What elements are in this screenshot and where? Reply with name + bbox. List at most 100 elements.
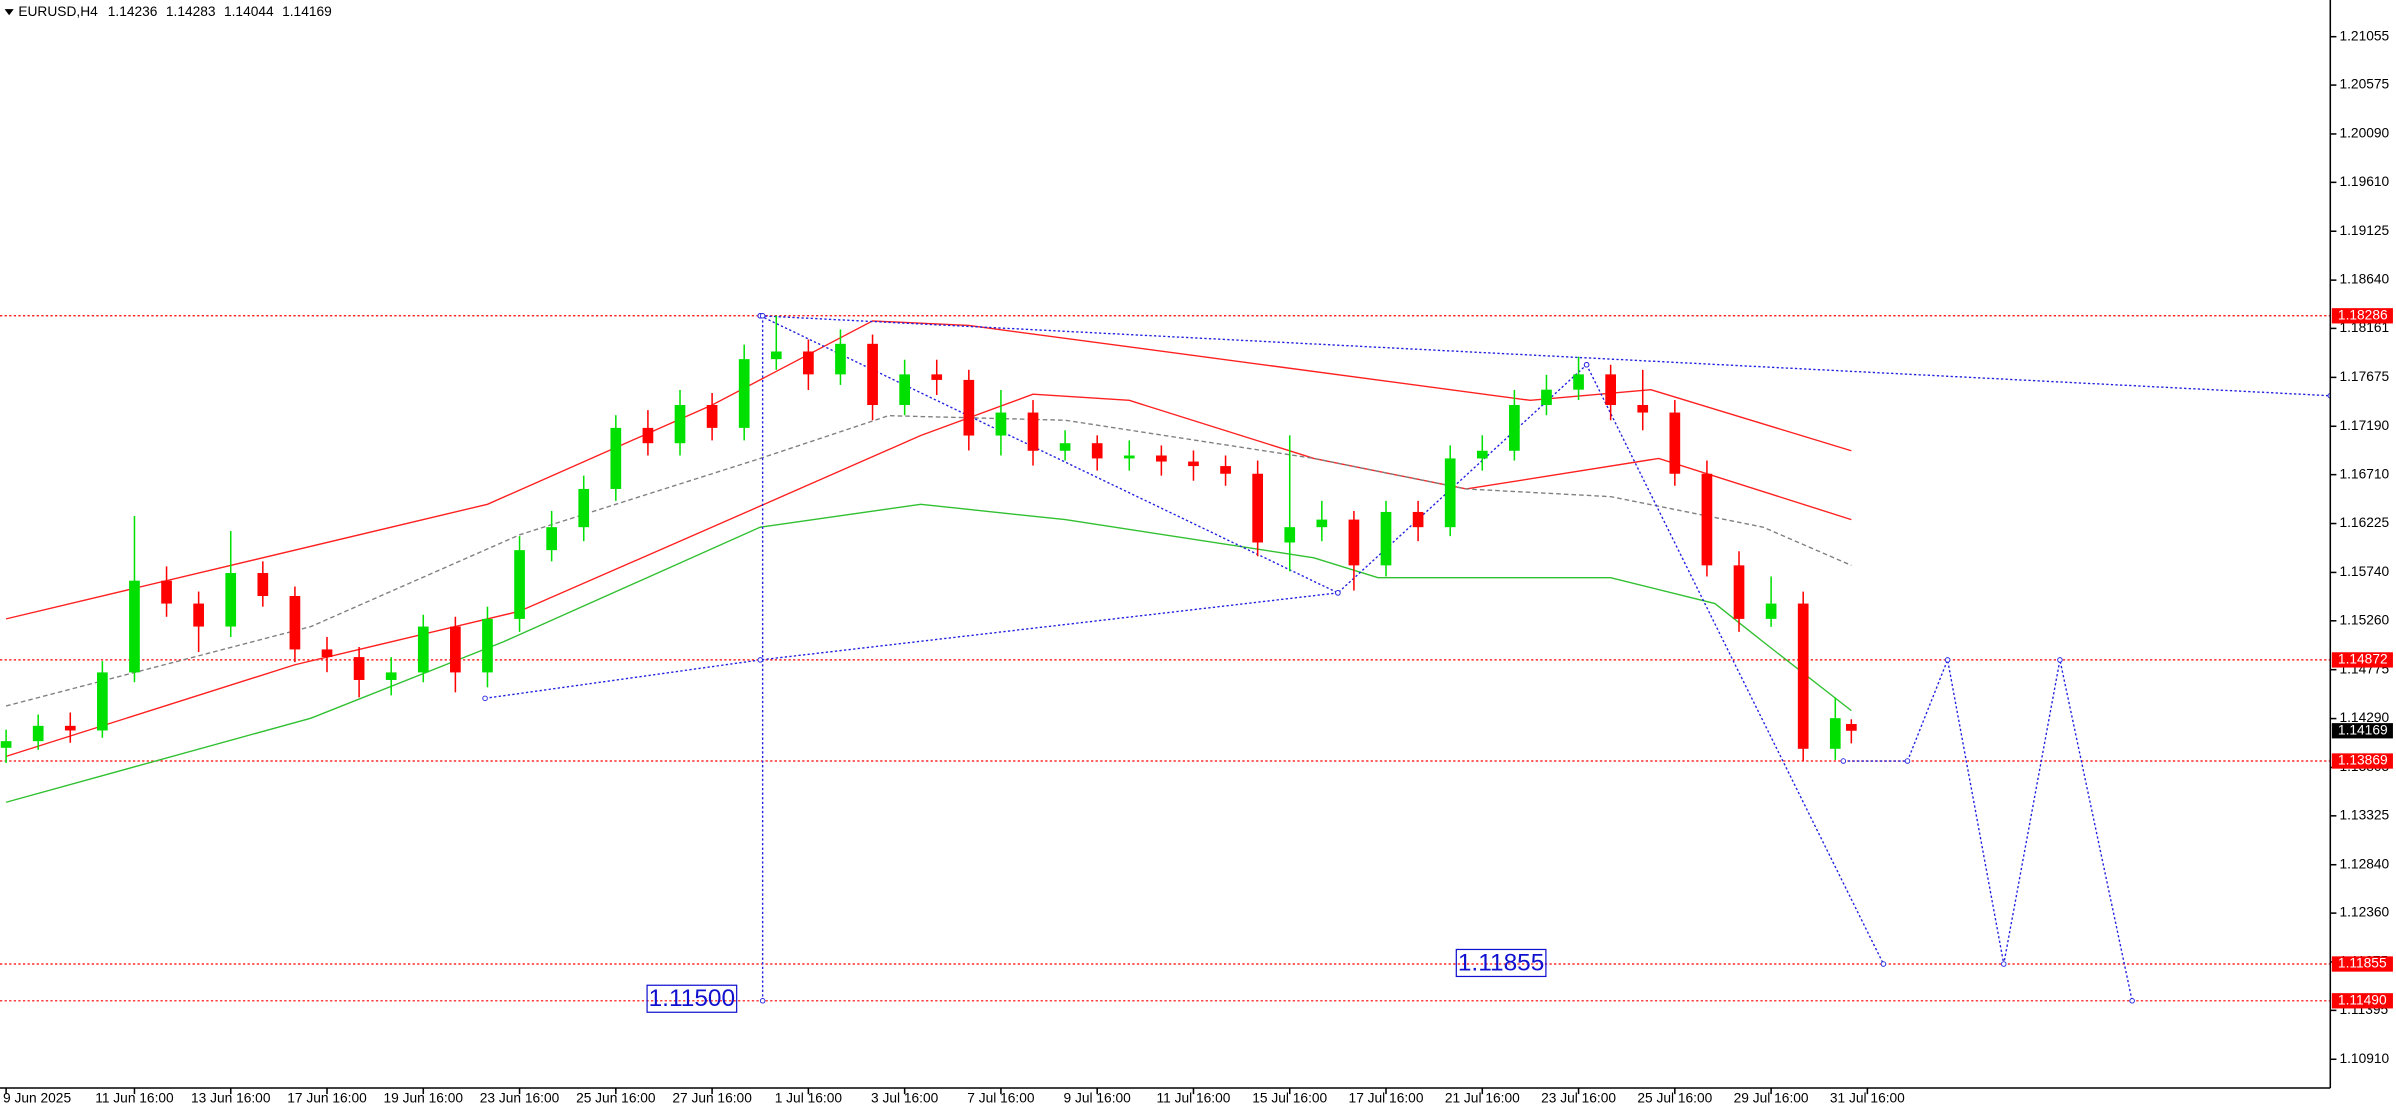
x-tick-label: 31 Jul 16:00 — [1830, 1090, 1905, 1105]
candle-body — [1316, 519, 1328, 528]
candle-body — [64, 725, 76, 731]
candle-body — [1188, 461, 1199, 467]
x-tick-label: 25 Jun 16:00 — [576, 1090, 656, 1105]
x-tick-label: 17 Jul 16:00 — [1349, 1090, 1424, 1105]
candle-body — [257, 573, 269, 597]
candle-body — [1573, 374, 1584, 390]
level-label: 1.11490 — [2338, 992, 2387, 1007]
vertex-marker — [759, 313, 766, 319]
candle-body — [193, 603, 204, 627]
chart-header: EURUSD,H4 1.14236 1.14283 1.14044 1.1416… — [18, 4, 331, 19]
level-label-box — [2331, 956, 2393, 972]
level-label-box — [2331, 652, 2393, 668]
y-tick-label: 1.20575 — [2339, 77, 2389, 92]
level-label-box — [2331, 308, 2393, 324]
symbol: EURUSD,H4 — [18, 4, 98, 19]
candle-body — [1797, 603, 1809, 749]
y-tick-label: 1.10910 — [2339, 1051, 2389, 1066]
y-tick-label: 1.12360 — [2339, 905, 2389, 920]
candle-body — [32, 725, 44, 742]
candle-body — [1829, 718, 1841, 749]
candle-body — [610, 427, 622, 489]
candle-body — [867, 343, 878, 406]
candle-body — [835, 343, 846, 375]
y-tick-label: 1.15740 — [2339, 564, 2389, 579]
candle-body — [1252, 473, 1263, 543]
candle-body — [1027, 412, 1039, 451]
x-tick-label: 9 Jun 2025 — [3, 1090, 71, 1105]
candle-body — [1845, 724, 1857, 731]
candle-body — [1380, 511, 1392, 566]
vertex-marker — [1335, 590, 1341, 596]
candle-body — [963, 379, 975, 436]
candle-body — [1765, 603, 1777, 619]
y-tick-label: 1.17190 — [2339, 418, 2389, 433]
candle-body — [770, 351, 782, 360]
open: 1.14236 — [108, 4, 158, 19]
series-line — [760, 315, 2331, 397]
series-line — [5, 320, 1852, 620]
y-tick-label: 1.17675 — [2339, 369, 2389, 384]
candle-body — [1220, 466, 1231, 474]
indicator-lines — [5, 313, 2331, 1004]
candle-body — [1284, 527, 1296, 543]
candle-body — [321, 649, 333, 658]
menu-arrow[interactable] — [4, 9, 14, 16]
y-tick-label: 1.18161 — [2339, 320, 2389, 335]
candle-body — [674, 405, 686, 444]
candle-body — [1091, 443, 1103, 459]
x-tick-label: 3 Jul 16:00 — [871, 1090, 939, 1105]
series-line — [5, 393, 1852, 758]
annotation-box — [646, 984, 738, 1013]
candle-body — [642, 427, 654, 444]
candle-body — [514, 550, 525, 619]
x-tick-label: 7 Jul 16:00 — [967, 1090, 1035, 1105]
annotation-box — [1455, 948, 1547, 978]
candle-body — [1348, 519, 1360, 566]
candle-body — [289, 596, 301, 650]
vertex-marker — [757, 657, 763, 663]
candle-body — [385, 672, 397, 680]
candle-body — [931, 374, 943, 380]
candle-body — [1733, 565, 1745, 619]
candle-body — [1476, 450, 1488, 459]
y-tick-label: 1.21055 — [2339, 28, 2389, 43]
y-tick-label: 1.16225 — [2339, 515, 2389, 530]
series-line — [1585, 364, 1885, 965]
level-label: 1.13869 — [2338, 753, 2388, 768]
price-label: 1.14169 — [2338, 722, 2388, 737]
x-tick-label: 15 Jul 16:00 — [1252, 1090, 1327, 1105]
candle-body — [1059, 443, 1071, 451]
x-tick-label: 17 Jun 16:00 — [287, 1090, 367, 1105]
level-label: 1.14872 — [2338, 652, 2388, 667]
y-tick-label: 1.15260 — [2339, 612, 2389, 627]
candle-body — [129, 580, 140, 673]
candle-body — [97, 672, 108, 731]
close: 1.14169 — [282, 4, 332, 19]
candle-body — [482, 618, 493, 673]
x-tick-label: 11 Jun 16:00 — [95, 1090, 174, 1105]
vertex-marker — [2001, 961, 2007, 967]
annotation-label: 1.11500 — [649, 985, 736, 1012]
x-tick-label: 19 Jun 16:00 — [384, 1090, 464, 1105]
vertex-marker — [482, 695, 488, 702]
candle-body — [1444, 458, 1456, 528]
candle-body — [738, 359, 750, 428]
level-label-box — [2331, 993, 2393, 1009]
x-tick-label: 27 Jun 16:00 — [672, 1090, 752, 1105]
vertex-marker — [1880, 961, 1887, 967]
candle-body — [1541, 389, 1552, 406]
series-line — [1843, 657, 2133, 1001]
candle-body — [1637, 405, 1649, 413]
candle-body — [706, 405, 718, 428]
x-tick-label: 9 Jul 16:00 — [1064, 1090, 1132, 1105]
candle-body — [1156, 455, 1167, 462]
levels — [0, 315, 2331, 1002]
candle-body — [225, 573, 237, 627]
x-tick-label: 29 Jul 16:00 — [1734, 1090, 1809, 1105]
level-label: 1.11855 — [2338, 956, 2387, 971]
candle-body — [546, 527, 557, 551]
